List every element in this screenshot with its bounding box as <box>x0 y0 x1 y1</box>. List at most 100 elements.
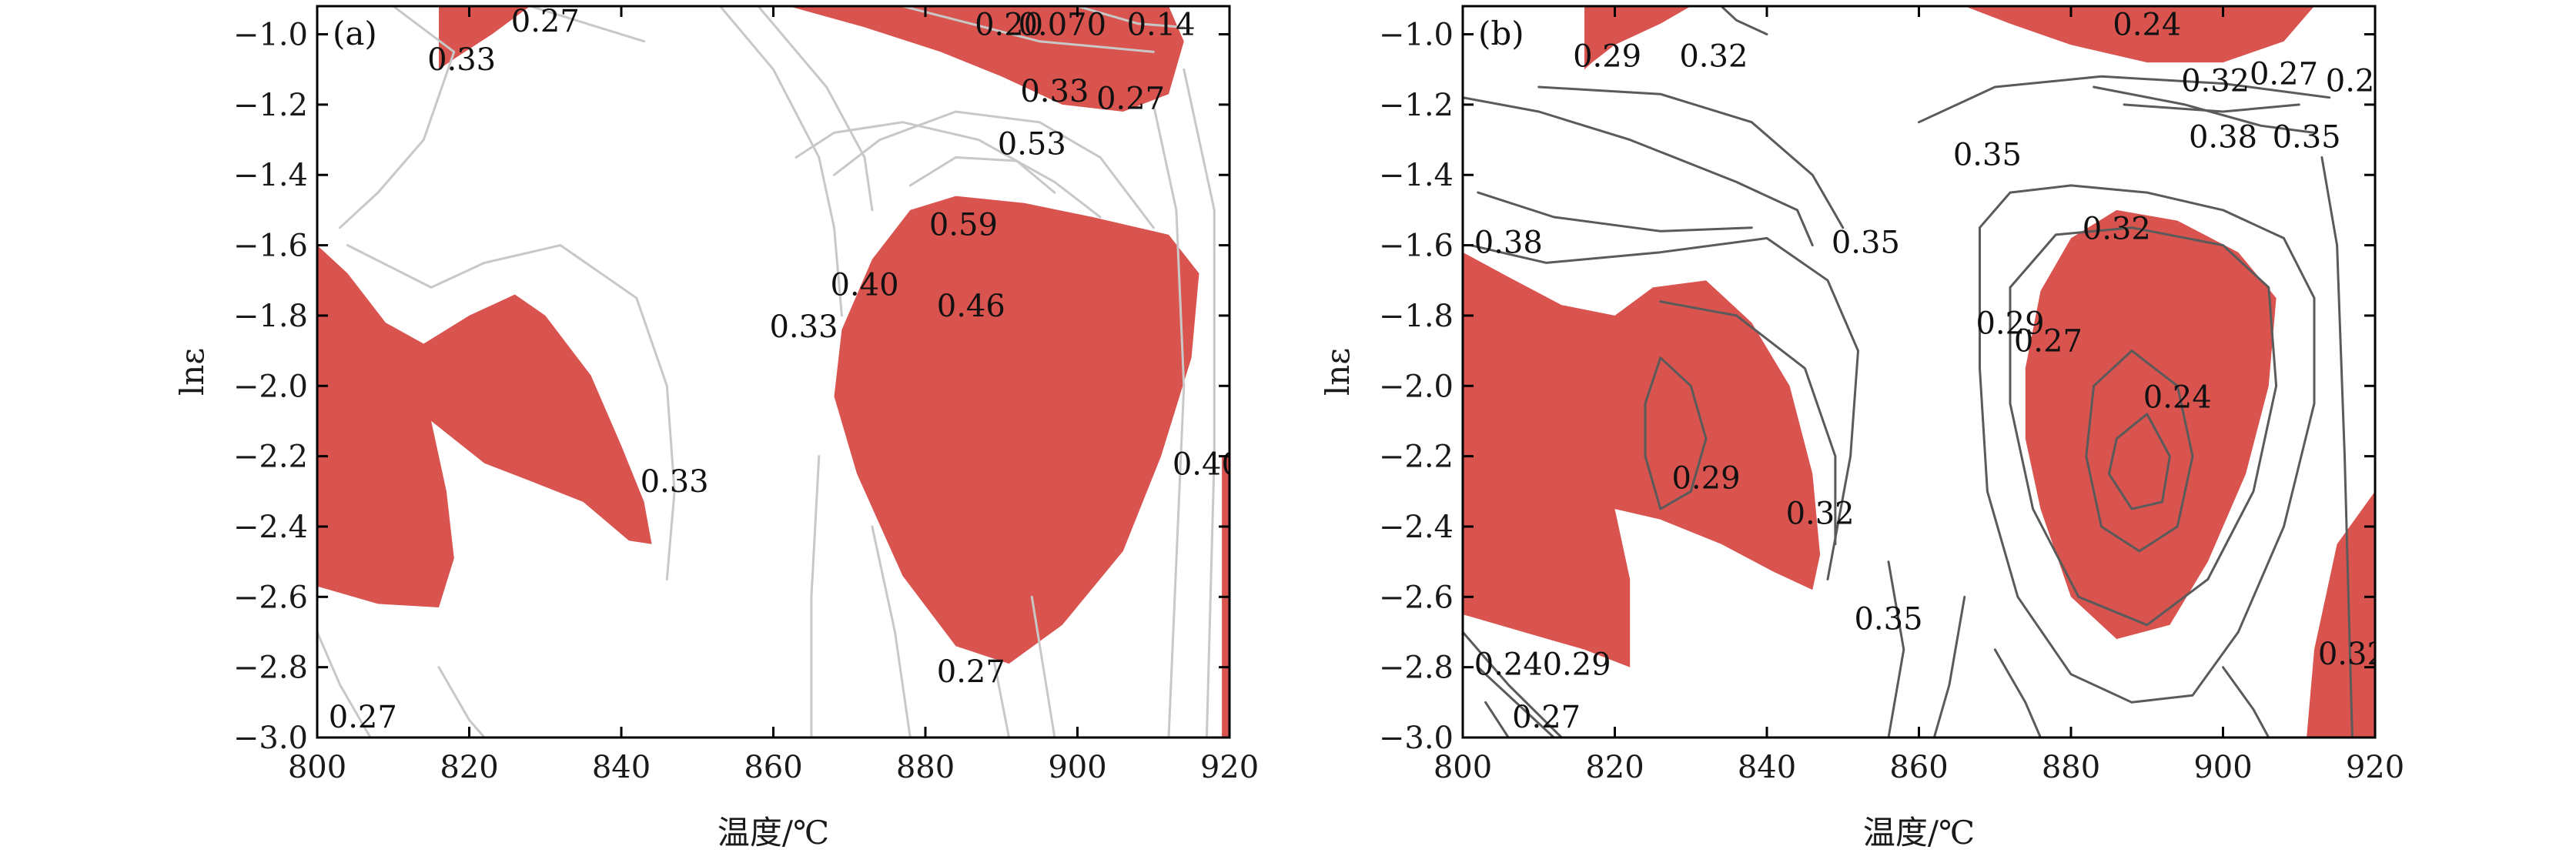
shaded-region <box>1584 6 1691 70</box>
y-tick-label: −2.8 <box>233 651 308 686</box>
x-tick-label: 900 <box>2193 750 2252 785</box>
contour-line <box>1720 6 1768 35</box>
x-tick-label: 880 <box>896 750 955 785</box>
contour-label: 0.29 <box>1543 647 1611 683</box>
contour-line <box>2107 413 2171 510</box>
contour-line <box>529 6 646 43</box>
x-axis-label: 温度/℃ <box>718 814 829 851</box>
shaded-region <box>2307 491 2375 738</box>
contour-label: 0.29 <box>2326 64 2394 99</box>
contour-line <box>1932 595 1966 738</box>
shaded-region <box>2025 209 2277 640</box>
contour-label: 0.29 <box>1975 306 2044 342</box>
y-tick-label: −1.2 <box>1379 88 1454 123</box>
y-tick-label: −1.2 <box>233 88 308 123</box>
x-tick-label: 880 <box>2042 750 2100 785</box>
contour-label: 0.27 <box>1512 700 1581 735</box>
contour-label: 0.38 <box>2189 120 2257 156</box>
contour-label: 0.20 <box>975 7 1043 42</box>
y-axis-label: lnε <box>1319 348 1357 396</box>
contour-line <box>2222 666 2270 738</box>
y-tick-label: −1.0 <box>233 18 308 53</box>
y-tick-label: −3.0 <box>233 721 308 756</box>
y-tick-label: −2.2 <box>233 440 308 475</box>
contour-line <box>2320 156 2354 738</box>
y-tick-label: −2.4 <box>233 510 308 545</box>
contour-line <box>1993 648 2042 738</box>
contour-label: 0.33 <box>1020 74 1089 109</box>
shaded-region <box>1463 252 1821 667</box>
contour-line <box>1918 75 2331 124</box>
contour-label: 0.46 <box>937 289 1005 324</box>
contour-line <box>437 666 486 738</box>
contour-label: 0.53 <box>998 127 1066 162</box>
contour-line <box>346 244 676 580</box>
y-tick-label: −2.2 <box>1379 440 1454 475</box>
contour-line <box>718 6 843 317</box>
contour-label: 0.24 <box>1474 647 1543 683</box>
contour-label: 0.40 <box>1173 447 1241 482</box>
contour-label: 0.27 <box>2014 324 2083 360</box>
contour-label: 0.32 <box>1679 39 1748 75</box>
contour-label: 0.29 <box>1671 461 1740 497</box>
x-tick-label: 820 <box>1585 750 1644 785</box>
contour-label: 0.35 <box>1854 601 1922 637</box>
contour-line <box>901 6 1155 53</box>
contour-line <box>833 110 1155 229</box>
y-tick-label: −2.4 <box>1379 510 1454 545</box>
y-tick-label: −2.6 <box>233 580 308 615</box>
contour-line <box>1659 300 1837 546</box>
x-tick-label: 920 <box>2346 750 2404 785</box>
x-tick-label: 860 <box>744 750 802 785</box>
x-axis-label: 温度/℃ <box>1863 814 1975 851</box>
contour-line <box>2085 350 2194 553</box>
contour-line <box>1477 191 1753 232</box>
contour-line <box>1463 96 1814 247</box>
x-tick-label: 920 <box>1200 750 1259 785</box>
contour-label: 0.070 <box>1019 7 1107 42</box>
contour-line <box>2123 103 2300 113</box>
contour-line <box>339 6 456 229</box>
panel-label: (a) <box>333 15 377 52</box>
contour-line <box>1076 6 1186 28</box>
contour-line <box>1537 85 1845 229</box>
y-tick-label: −1.4 <box>233 158 308 193</box>
contour-line <box>757 6 874 212</box>
x-tick-label: 900 <box>1048 750 1106 785</box>
y-tick-label: −1.0 <box>1379 18 1454 53</box>
contour-line <box>317 631 372 738</box>
y-tick-label: −1.8 <box>1379 299 1454 334</box>
contour-line <box>1469 236 1859 580</box>
y-tick-label: −3.0 <box>1379 721 1454 756</box>
contour-label: 0.38 <box>1474 226 1543 261</box>
contour-line <box>1979 184 2316 704</box>
contour-label: 0.27 <box>2250 56 2318 92</box>
contour-label: 0.24 <box>2113 7 2181 42</box>
x-tick-label: 840 <box>1738 750 1796 785</box>
contour-line <box>2009 226 2278 627</box>
contour-label: 0.32 <box>2083 211 2151 246</box>
contour-line <box>1887 560 1905 738</box>
contour-label: 0.33 <box>769 309 838 345</box>
contour-label: 0.35 <box>1953 137 2022 172</box>
contour-line <box>810 455 821 738</box>
contour-label: 0.32 <box>2181 64 2250 99</box>
contour-line <box>1030 595 1056 738</box>
shaded-region <box>834 196 1199 664</box>
x-tick-label: 820 <box>440 750 498 785</box>
contour-line <box>992 659 1011 738</box>
panel-label: (b) <box>1478 15 1524 52</box>
contour-line <box>1152 103 1186 738</box>
contour-label: 0.33 <box>427 42 496 78</box>
contour-label: 0.24 <box>2143 380 2212 416</box>
shaded-region <box>1964 6 2314 63</box>
shaded-region <box>439 6 530 70</box>
contour-line <box>871 525 912 738</box>
contour-line <box>795 121 1102 219</box>
contour-line <box>1463 631 1563 738</box>
contour-label: 0.32 <box>1786 496 1855 531</box>
y-tick-label: −1.6 <box>1379 229 1454 264</box>
contour-line <box>1183 68 1216 738</box>
contour-line <box>1477 666 1555 738</box>
